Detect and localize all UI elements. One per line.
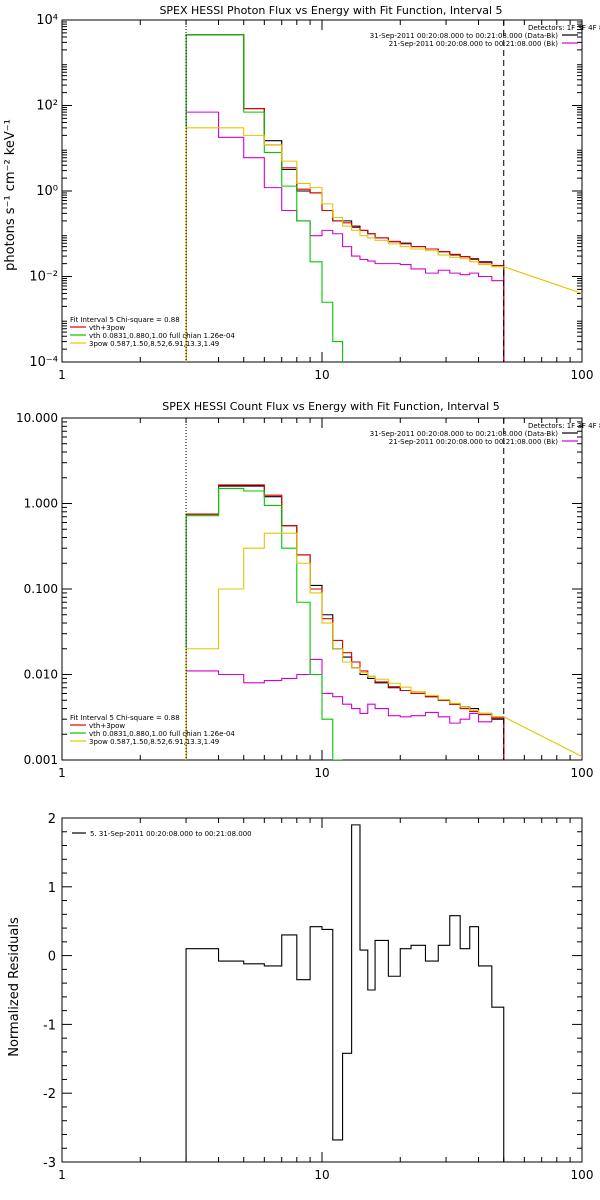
count-flux-legend-fit-entry: vth+3pow bbox=[89, 722, 125, 730]
photon-flux-x-tick-label: 1 bbox=[58, 368, 66, 382]
count-flux-series-3pow bbox=[185, 532, 582, 760]
photon-flux-panel: SPEX HESSI Photon Flux vs Energy with Fi… bbox=[3, 4, 600, 382]
photon-flux-series-bk bbox=[185, 111, 505, 362]
residuals-y-tick-label: -3 bbox=[43, 1156, 56, 1171]
count-flux-x-tick-label: 1 bbox=[58, 766, 66, 780]
residuals-y-tick-label: 0 bbox=[48, 950, 56, 965]
count-flux-legend-fit-entry: vth 0.0831,0.880,1.00 full chian 1.26e-0… bbox=[89, 730, 235, 738]
count-flux-plot-area: 1 10 100 0.001 0.010 0.100 1.000 10.000 Detector… bbox=[16, 411, 600, 780]
count-flux-series-vth-3pow bbox=[185, 484, 505, 760]
count-flux-legend-entry: 31-Sep-2011 00:20:08.000 to 00:21:08.000… bbox=[370, 430, 559, 438]
photon-flux-title: SPEX HESSI Photon Flux vs Energy with Fi… bbox=[159, 4, 502, 17]
photon-flux-legend-entry: 21-Sep-2011 00:20:08.000 to 00:21:08.000… bbox=[389, 40, 559, 48]
photon-flux-legend-fit-entry: vth+3pow bbox=[89, 324, 125, 332]
count-flux-legend-entry: 21-Sep-2011 00:20:08.000 to 00:21:08.000… bbox=[389, 438, 559, 446]
count-flux-x-tick-label: 10 bbox=[314, 766, 329, 780]
residuals-series-residual bbox=[185, 824, 505, 1162]
residuals-x-tick-label: 100 bbox=[571, 1168, 594, 1182]
count-flux-series-bk bbox=[185, 658, 505, 760]
count-flux-legend-detectors: Detectors: 1F 3F 4F 8F bbox=[528, 422, 600, 430]
photon-flux-series-data-bk bbox=[185, 34, 505, 362]
count-flux-series-vth bbox=[185, 487, 343, 760]
photon-flux-x-tick-label: 10 bbox=[314, 368, 329, 382]
count-flux-legend-fit-entry: Fit Interval 5 Chi-square = 0.88 bbox=[70, 714, 180, 722]
photon-flux-legend-fit-entry: Fit Interval 5 Chi-square = 0.88 bbox=[70, 316, 180, 324]
count-flux-title: SPEX HESSI Count Flux vs Energy with Fit… bbox=[162, 400, 499, 413]
photon-flux-legend-fit-entry: vth 0.0831,0.880,1.00 full chian 1.26e-0… bbox=[89, 332, 235, 340]
photon-flux-legend-detectors: Detectors: 1F 3F 4F 8F bbox=[528, 24, 600, 32]
residuals-x-tick-label: 10 bbox=[314, 1168, 329, 1182]
photon-flux-series-vth-3pow bbox=[185, 34, 505, 362]
photon-flux-y-tick-label: 10² bbox=[36, 99, 58, 114]
residuals-y-tick-label: 2 bbox=[48, 812, 56, 827]
count-flux-y-tick-label: 10.000 bbox=[16, 411, 58, 425]
photon-flux-y-axis-label: photons s⁻¹ cm⁻² keV⁻¹ bbox=[3, 119, 18, 271]
photon-flux-plot-area: 1 10 100 10⁻⁴ 10⁻² 10⁰ 10² 10⁴ Detectors: 1F 3F … bbox=[29, 13, 600, 382]
photon-flux-y-tick-label: 10⁴ bbox=[36, 13, 58, 28]
residuals-panel: Normalized Residuals 1 10 100 -3 -2 -1 0 1 2 5. 3… bbox=[7, 812, 593, 1182]
count-flux-y-tick-label: 0.001 bbox=[24, 753, 58, 767]
count-flux-x-tick-label: 100 bbox=[571, 766, 594, 780]
count-flux-legend-fit-entry: 3pow 0.587,1.50,8.52,6.91,13.3,1.49 bbox=[89, 738, 219, 746]
photon-flux-legend-entry: 31-Sep-2011 00:20:08.000 to 00:21:08.000… bbox=[370, 32, 559, 40]
photon-flux-x-tick-label: 100 bbox=[571, 368, 594, 382]
residuals-y-axis-label: Normalized Residuals bbox=[7, 917, 22, 1057]
photon-flux-y-tick-label: 10⁰ bbox=[36, 184, 58, 199]
count-flux-y-tick-label: 0.010 bbox=[24, 668, 58, 682]
residuals-y-tick-label: -2 bbox=[43, 1087, 56, 1102]
residuals-y-tick-label: -1 bbox=[43, 1018, 56, 1033]
photon-flux-series-vth bbox=[185, 34, 344, 362]
count-flux-panel: SPEX HESSI Count Flux vs Energy with Fit… bbox=[16, 400, 600, 780]
residuals-x-tick-label: 1 bbox=[58, 1168, 66, 1182]
photon-flux-series-3pow bbox=[185, 127, 582, 362]
residuals-y-tick-label: 1 bbox=[48, 881, 56, 896]
residuals-legend-entry: 5. 31-Sep-2011 00:20:08.000 to 00:21:08.… bbox=[90, 830, 252, 838]
residuals-plot-area: 1 10 100 -3 -2 -1 0 1 2 5. 31-Sep-2011 00:20:08.0… bbox=[43, 812, 593, 1182]
count-flux-y-tick-label: 1.000 bbox=[24, 497, 58, 511]
count-flux-series-data-bk bbox=[185, 485, 505, 760]
photon-flux-y-tick-label: 10⁻⁴ bbox=[29, 355, 58, 370]
count-flux-y-tick-label: 0.100 bbox=[24, 582, 58, 596]
photon-flux-y-tick-label: 10⁻² bbox=[29, 270, 58, 285]
photon-flux-legend-fit-entry: 3pow 0.587,1.50,8.52,6.91,13.3,1.49 bbox=[89, 340, 219, 348]
